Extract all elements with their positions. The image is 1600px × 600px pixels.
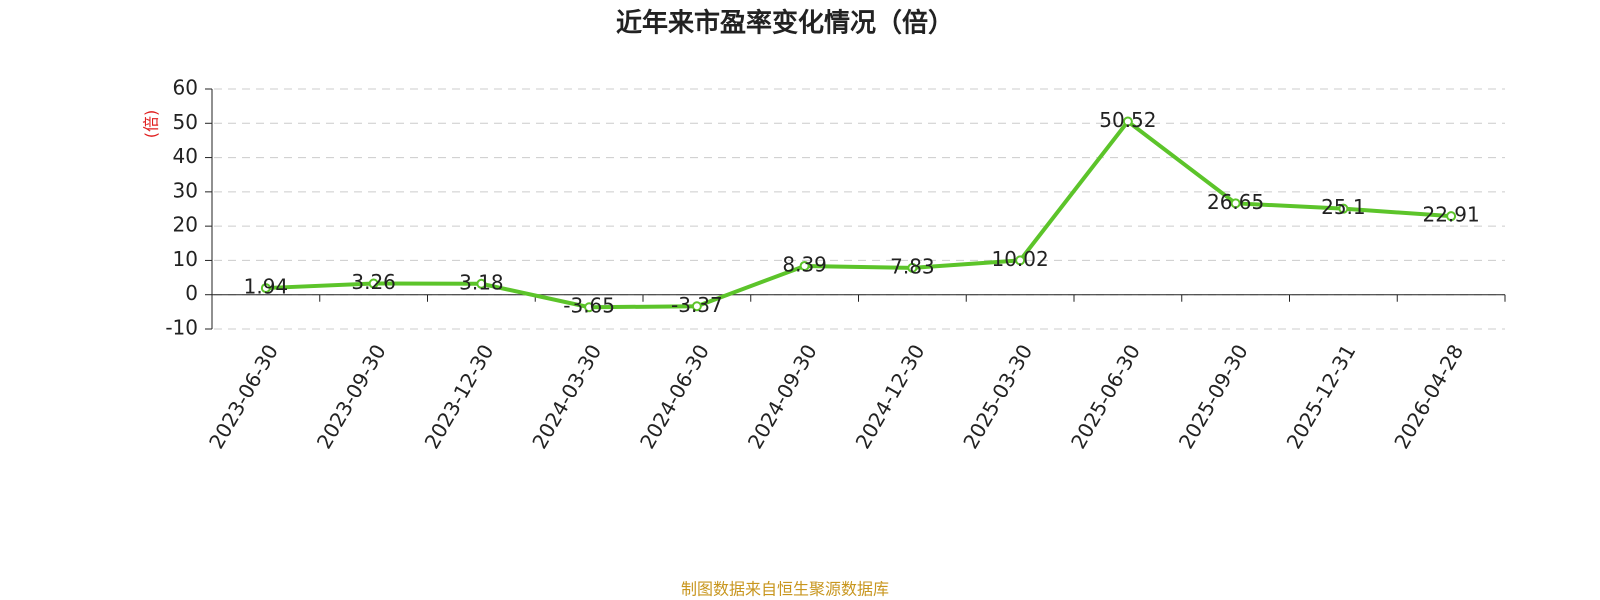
- value-label: 22.91: [1422, 203, 1479, 227]
- value-label: 8.39: [782, 252, 827, 276]
- value-label: 3.18: [459, 270, 504, 294]
- line: [265, 118, 1452, 310]
- point: [1230, 198, 1241, 209]
- y-tick-label: 0: [185, 281, 198, 305]
- value-label: 25.1: [1321, 195, 1366, 219]
- point: [476, 278, 487, 289]
- point: [1015, 255, 1026, 266]
- value-label: 50.52: [1099, 108, 1156, 132]
- point: [1446, 211, 1457, 222]
- x-tick-label: 2024-09-30: [743, 340, 822, 453]
- y-tick-label: 60: [173, 76, 198, 100]
- x-tick-label: 2025-03-30: [958, 340, 1037, 453]
- value-label: 1.94: [244, 275, 289, 299]
- y-tick-label: 20: [173, 213, 198, 237]
- x-tick-label: 2023-09-30: [312, 340, 391, 453]
- value-label: -3.37: [671, 293, 723, 317]
- x-tick-label: 2025-09-30: [1174, 340, 1253, 453]
- point: [260, 283, 271, 294]
- point: [1122, 116, 1133, 127]
- value-label: 10.02: [991, 247, 1048, 271]
- chart-title: 近年来市盈率变化情况（倍）: [616, 8, 954, 39]
- value-label: 3.26: [351, 270, 396, 294]
- y-axis-label: (倍): [142, 110, 161, 139]
- x-tick-label: 2023-12-30: [420, 340, 499, 453]
- y-tick-label: 10: [173, 247, 198, 271]
- point: [799, 260, 810, 271]
- y-tick-label: 30: [173, 178, 198, 202]
- x-tick-label: 2024-12-30: [851, 340, 930, 453]
- value-label: 26.65: [1207, 190, 1264, 214]
- x-tick-label: 2025-12-31: [1282, 340, 1361, 453]
- value-label: 7.83: [890, 254, 935, 278]
- point: [1338, 203, 1349, 214]
- value-label: -3.65: [563, 294, 615, 318]
- x-tick-label: 2023-06-30: [204, 340, 283, 453]
- point: [584, 302, 595, 313]
- source-note: 制图数据来自恒生聚源数据库: [681, 580, 889, 599]
- point: [907, 262, 918, 273]
- x-tick-label: 2024-03-30: [527, 340, 606, 453]
- x-tick-label: 2026-04-28: [1389, 340, 1468, 453]
- point: [368, 278, 379, 289]
- y-tick-label: 50: [173, 110, 198, 134]
- y-tick-label: -10: [165, 316, 198, 340]
- x-tick-label: 2025-06-30: [1066, 340, 1145, 453]
- point: [691, 301, 702, 312]
- y-tick-label: 40: [173, 144, 198, 168]
- x-tick-label: 2024-06-30: [635, 340, 714, 453]
